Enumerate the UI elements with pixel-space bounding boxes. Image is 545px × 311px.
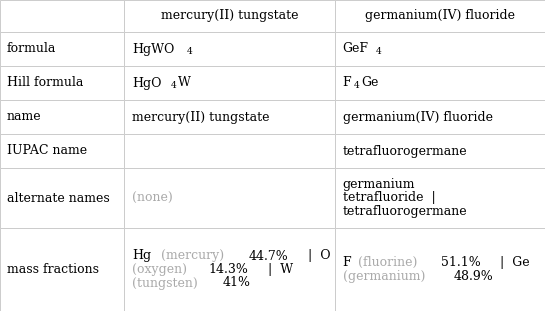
Bar [124,168,335,228]
Bar [335,0,545,32]
Bar [0,134,124,168]
Bar [335,228,545,311]
Bar [0,100,124,134]
Text: GeF: GeF [343,43,368,55]
Bar [124,100,335,134]
Text: |  O: | O [300,249,331,262]
Text: (mercury): (mercury) [157,249,228,262]
Text: mercury(II) tungstate: mercury(II) tungstate [132,110,270,123]
Text: alternate names: alternate names [7,192,110,205]
Text: formula: formula [7,43,56,55]
Bar [0,228,124,311]
Text: name: name [7,110,41,123]
Text: Hg: Hg [132,249,152,262]
Text: 14.3%: 14.3% [208,263,249,276]
Text: germanium(IV) fluoride: germanium(IV) fluoride [365,10,515,22]
Bar [335,66,545,100]
Text: Ge: Ge [361,77,379,90]
Text: (oxygen): (oxygen) [132,263,191,276]
Bar [335,168,545,228]
Text: 4: 4 [376,47,382,56]
Text: 4: 4 [171,81,176,90]
Text: HgWO: HgWO [132,43,174,55]
Text: HgO: HgO [132,77,162,90]
Text: (germanium): (germanium) [343,270,429,283]
Text: F: F [343,256,352,269]
Text: mercury(II) tungstate: mercury(II) tungstate [161,10,298,22]
Text: (none): (none) [132,192,173,205]
Text: 4: 4 [187,47,193,56]
Bar [124,0,335,32]
Text: 4: 4 [354,81,360,90]
Text: 44.7%: 44.7% [249,249,288,262]
Text: |  Ge: | Ge [492,256,530,269]
Text: tetrafluoride  |: tetrafluoride | [343,192,435,205]
Text: (tungsten): (tungsten) [132,276,202,290]
Bar [335,100,545,134]
Text: IUPAC name: IUPAC name [7,145,87,157]
Text: Hill formula: Hill formula [7,77,83,90]
Bar [124,66,335,100]
Bar [335,32,545,66]
Text: (fluorine): (fluorine) [354,256,421,269]
Text: 41%: 41% [222,276,250,290]
Text: mass fractions: mass fractions [7,263,99,276]
Text: tetrafluorogermane: tetrafluorogermane [343,206,467,218]
Bar [124,32,335,66]
Bar [0,0,124,32]
Bar [124,228,335,311]
Text: 48.9%: 48.9% [454,270,494,283]
Bar [0,66,124,100]
Text: tetrafluorogermane: tetrafluorogermane [343,145,467,157]
Text: germanium: germanium [343,178,415,191]
Text: germanium(IV) fluoride: germanium(IV) fluoride [343,110,493,123]
Bar [0,32,124,66]
Bar [335,134,545,168]
Text: F: F [343,77,352,90]
Text: W: W [178,77,191,90]
Bar [0,168,124,228]
Text: 51.1%: 51.1% [441,256,481,269]
Bar [124,134,335,168]
Text: |  W: | W [260,263,293,276]
